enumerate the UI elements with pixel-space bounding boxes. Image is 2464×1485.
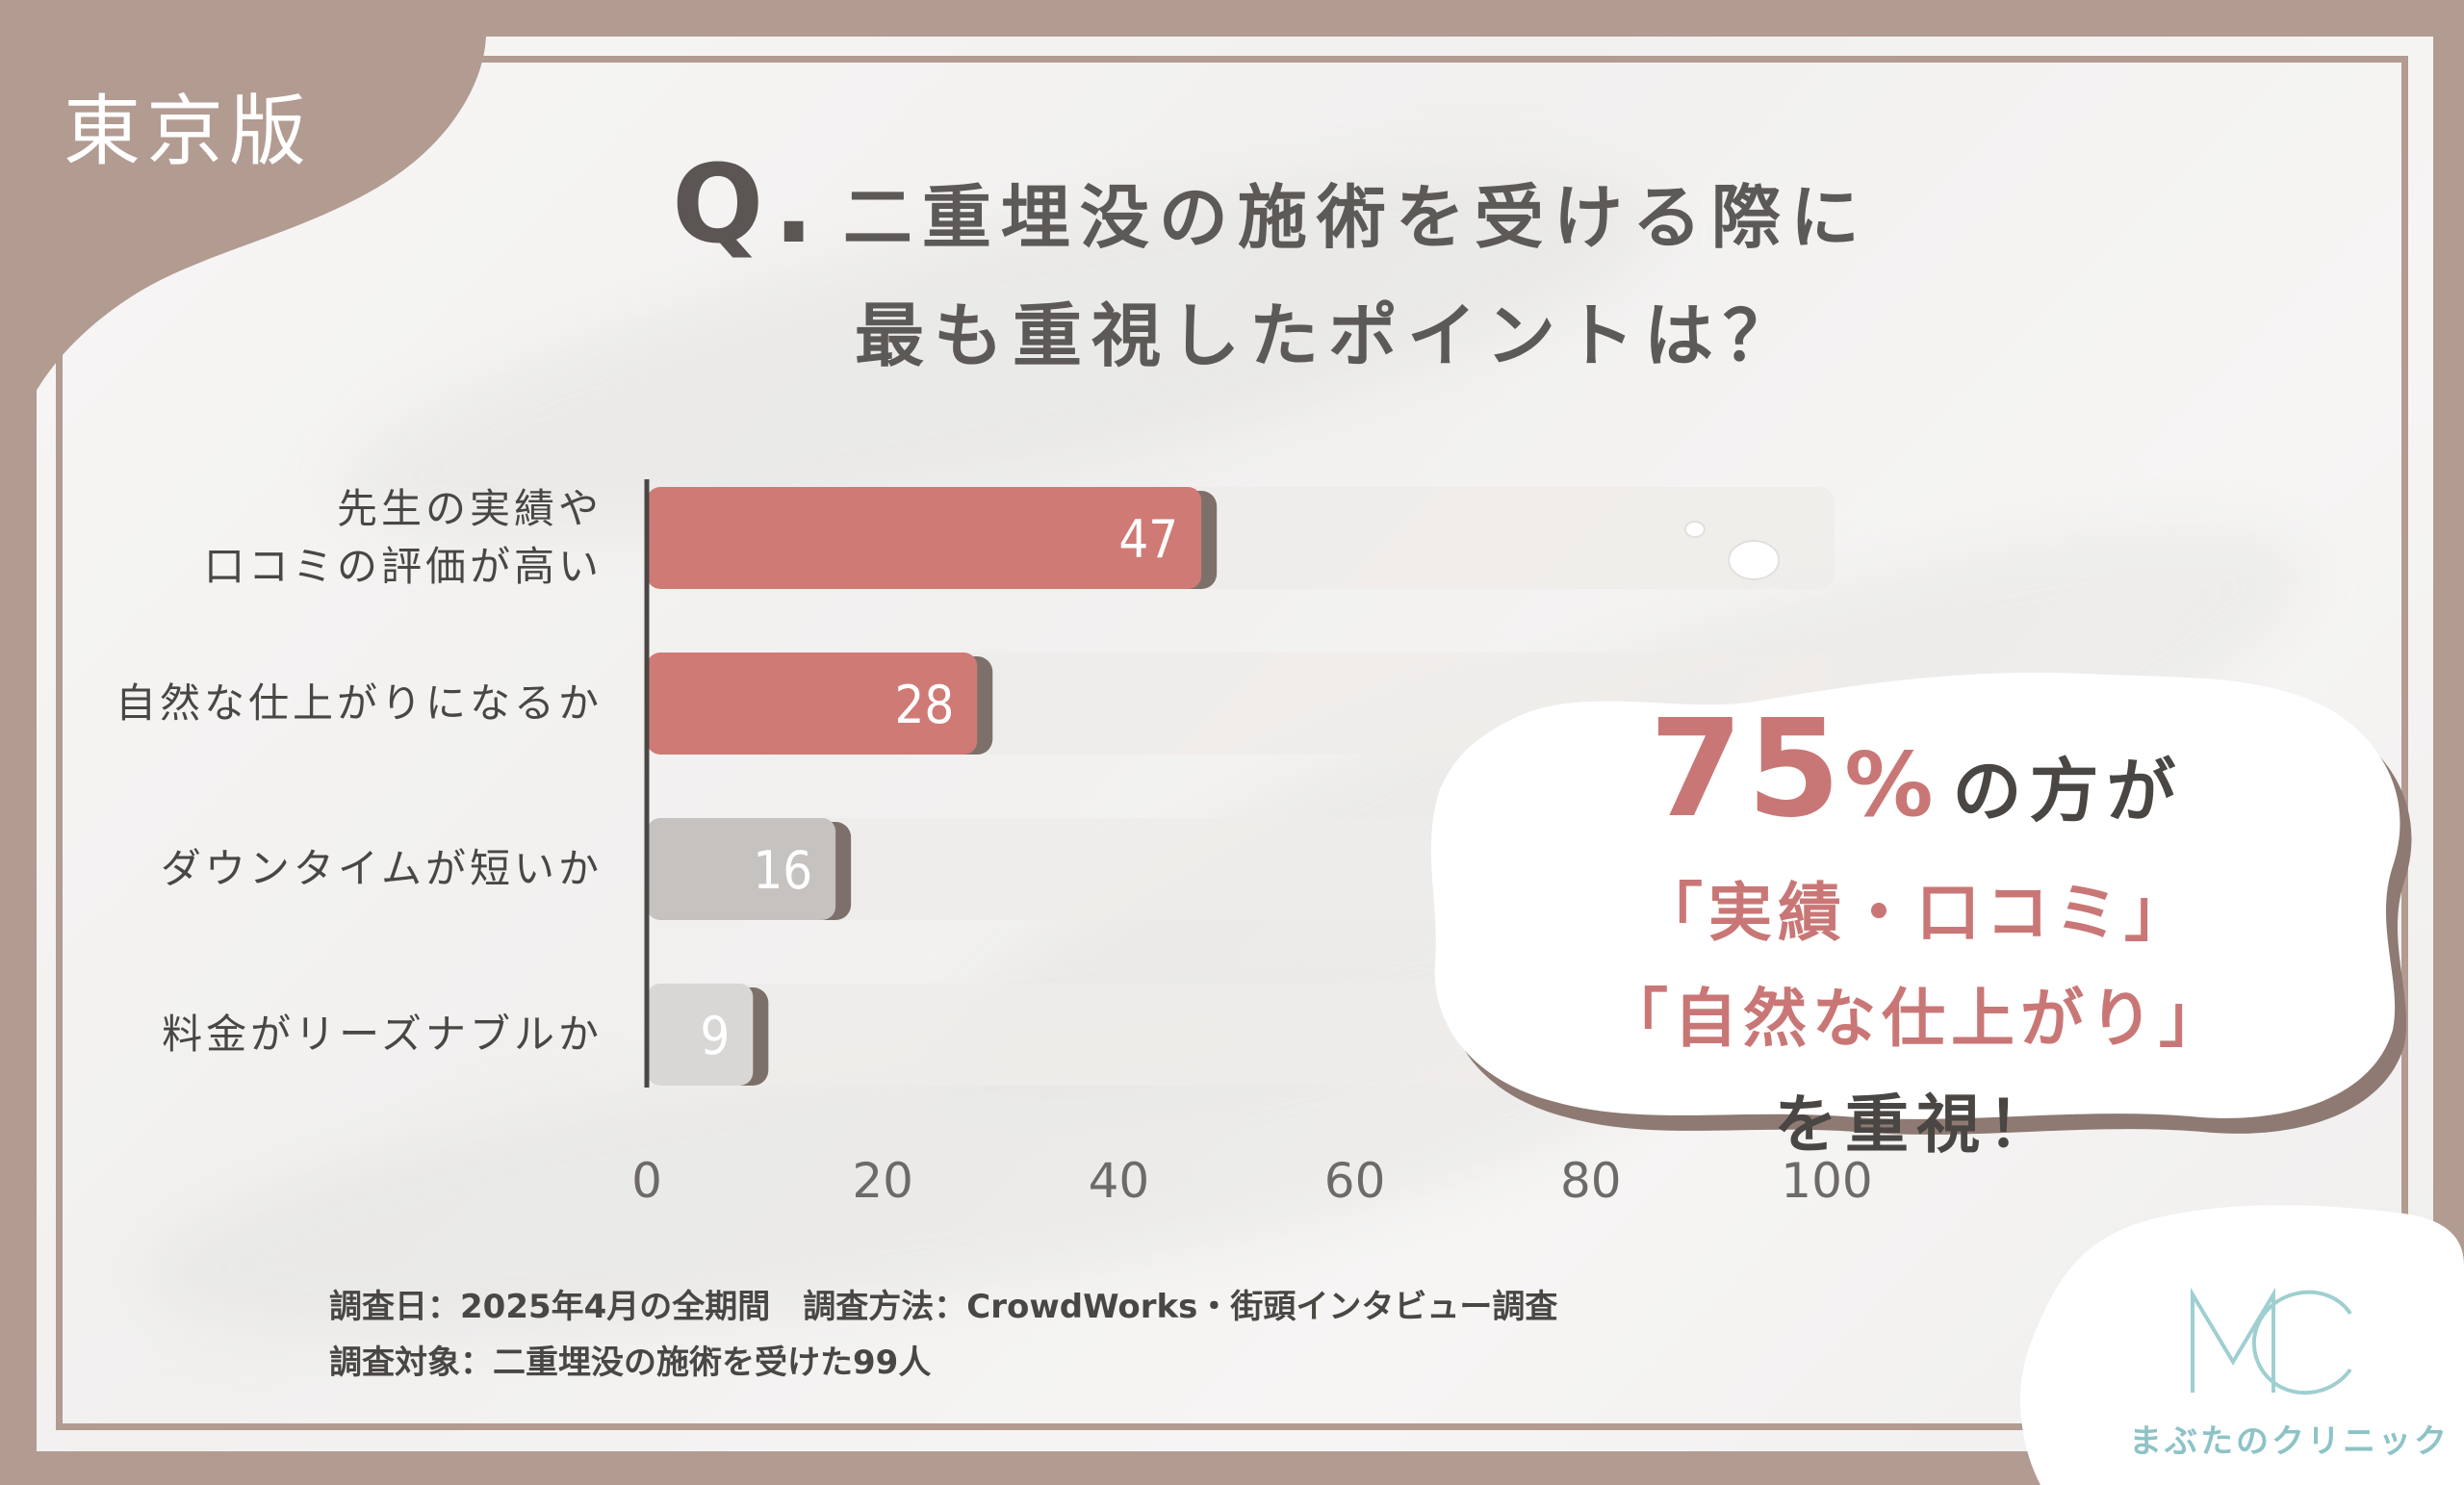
category-label: 自然な仕上がりになるか [116, 679, 603, 727]
data-label: 9 [700, 1006, 730, 1066]
x-tick-label: 40 [1089, 1153, 1150, 1209]
callout-text: 75 % の方が 「実績・口コミ」 「自然な仕上がり」 を重視！ [1421, 674, 2412, 1165]
bar [647, 653, 978, 755]
x-tick-label: 20 [852, 1153, 913, 1209]
bar [647, 487, 1202, 589]
survey-note-2: 調査対象：二重埋没の施術を受けた99人 [329, 1344, 932, 1382]
callout-bubble [1430, 673, 2412, 1135]
x-tick-label: 60 [1324, 1153, 1386, 1209]
category-label: 先生の実績や [337, 485, 603, 532]
category-label: ダウンタイムが短いか [161, 845, 603, 892]
corner-blob [0, 0, 487, 404]
region-tag: 東京版 [64, 87, 312, 176]
title-line-1: 二重埋没の施術を受ける際に [842, 177, 1869, 258]
callout-line-3: 「自然な仕上がり」 [1604, 982, 2228, 1056]
survey-note-1: 調査日：2025年4月の全期間 調査方法：CrowdWorks・街頭インタビュー… [329, 1288, 1558, 1326]
data-label: 47 [1118, 509, 1178, 570]
callout-number: 75 [1649, 691, 1845, 848]
callout-line-4: を重視！ [1774, 1088, 2059, 1162]
x-tick-label: 100 [1781, 1153, 1872, 1209]
logo-text: まぶたのクリニック [2129, 1422, 2450, 1461]
logo-mc-icon [2191, 1287, 2352, 1395]
decor-bubble [1728, 540, 1781, 580]
data-label: 16 [753, 840, 812, 901]
inner-frame [56, 56, 2408, 1430]
callout-line-2: 「実績・口コミ」 [1639, 876, 2194, 950]
data-label: 28 [894, 675, 954, 735]
decor-bubble [1683, 521, 1706, 538]
title-line-2: 最も重視したポイントは？ [854, 295, 1802, 376]
bar [647, 984, 754, 1086]
x-tick-label: 0 [631, 1153, 662, 1209]
bar [647, 818, 836, 920]
title-q-mark: Q. [672, 142, 824, 268]
chart-title: Q. 二重埋没の施術を受ける際に 最も重視したポイントは？ [0, 142, 2464, 380]
callout-suffix: の方が [1952, 751, 2184, 832]
category-label: 口コミの評価が高い [204, 543, 603, 590]
category-label: 料金がリーズナブルか [162, 1011, 603, 1058]
x-tick-label: 80 [1560, 1153, 1622, 1209]
callout-percent: % [1844, 733, 1934, 836]
